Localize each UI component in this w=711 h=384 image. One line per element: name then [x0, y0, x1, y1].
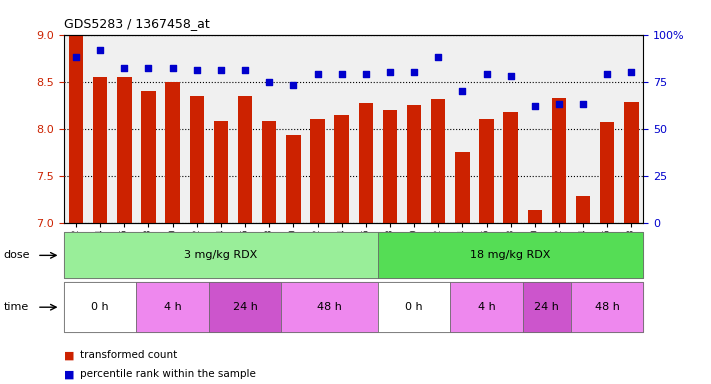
Bar [262, 121, 277, 223]
Point [384, 69, 395, 75]
Bar [576, 196, 590, 223]
Point [312, 71, 324, 77]
Bar [600, 122, 614, 223]
Point [529, 103, 540, 109]
Text: 24 h: 24 h [535, 302, 560, 312]
Text: 48 h: 48 h [317, 302, 342, 312]
Text: 18 mg/kg RDX: 18 mg/kg RDX [471, 250, 551, 260]
Point [288, 82, 299, 88]
Text: 48 h: 48 h [595, 302, 620, 312]
Point [215, 67, 227, 73]
Bar [214, 121, 228, 223]
Point [70, 54, 82, 60]
Text: ■: ■ [64, 350, 75, 360]
Text: percentile rank within the sample: percentile rank within the sample [80, 369, 255, 379]
Point [336, 71, 348, 77]
Bar [141, 91, 156, 223]
Bar [407, 105, 422, 223]
Bar [479, 119, 493, 223]
Point [264, 79, 275, 85]
Bar [503, 112, 518, 223]
Text: 0 h: 0 h [405, 302, 423, 312]
Bar [334, 114, 349, 223]
Bar [358, 103, 373, 223]
Point [191, 67, 203, 73]
Bar [455, 152, 470, 223]
Bar [624, 102, 638, 223]
Point [432, 54, 444, 60]
Text: ■: ■ [64, 369, 75, 379]
Point [95, 46, 106, 53]
Point [505, 73, 516, 79]
Point [240, 67, 251, 73]
Bar [310, 119, 325, 223]
Text: 24 h: 24 h [232, 302, 257, 312]
Bar [166, 82, 180, 223]
Point [577, 101, 589, 107]
Point [456, 88, 468, 94]
Text: GDS5283 / 1367458_at: GDS5283 / 1367458_at [64, 17, 210, 30]
Text: 4 h: 4 h [164, 302, 181, 312]
Text: 3 mg/kg RDX: 3 mg/kg RDX [184, 250, 257, 260]
Bar [69, 36, 83, 223]
Bar [528, 210, 542, 223]
Point [143, 65, 154, 71]
Point [602, 71, 613, 77]
Bar [431, 99, 446, 223]
Text: dose: dose [4, 250, 30, 260]
Bar [552, 98, 566, 223]
Point [360, 71, 371, 77]
Point [408, 69, 419, 75]
Text: time: time [4, 302, 29, 312]
Point [626, 69, 637, 75]
Bar [383, 110, 397, 223]
Point [481, 71, 492, 77]
Point [167, 65, 178, 71]
Text: 4 h: 4 h [478, 302, 496, 312]
Bar [93, 77, 107, 223]
Bar [237, 96, 252, 223]
Point [119, 65, 130, 71]
Point [553, 101, 565, 107]
Text: 0 h: 0 h [92, 302, 109, 312]
Bar [117, 77, 132, 223]
Text: transformed count: transformed count [80, 350, 177, 360]
Bar [286, 135, 301, 223]
Bar [190, 96, 204, 223]
